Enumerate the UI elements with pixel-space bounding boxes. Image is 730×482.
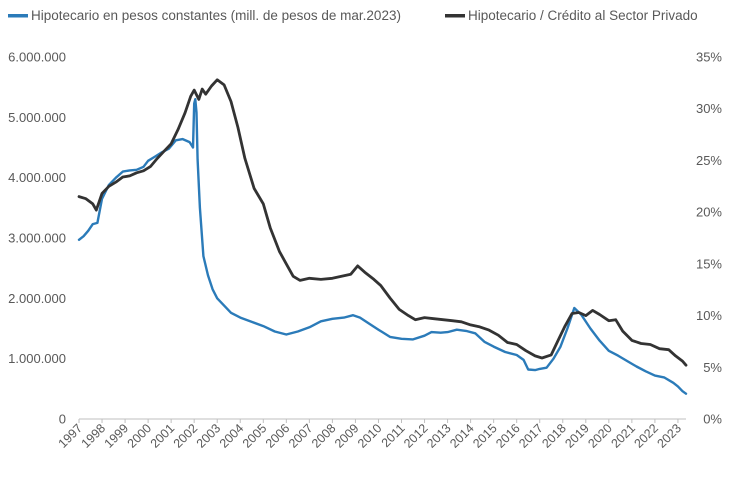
right-tick-label: 10% (696, 308, 722, 323)
x-tick-label: 2017 (516, 421, 546, 451)
left-tick-label: 2.000.000 (8, 291, 66, 306)
right-tick-label: 25% (696, 153, 722, 168)
x-tick-label: 2018 (539, 421, 569, 451)
x-tick-label: 2006 (263, 421, 293, 451)
right-tick-label: 0% (703, 412, 722, 427)
series-line-hipotecario-ratio (77, 78, 688, 367)
x-tick-label: 2023 (654, 421, 684, 451)
right-tick-label: 35% (696, 50, 722, 65)
x-tick-label: 2012 (401, 421, 431, 451)
x-tick-label: 2015 (470, 421, 500, 451)
legend: Hipotecario en pesos constantes (mill. d… (8, 8, 698, 23)
left-tick-label: 5.000.000 (8, 110, 66, 125)
legend-swatch-2 (445, 14, 465, 18)
x-tick-label: 2003 (194, 421, 224, 451)
x-tick-label: 2014 (447, 421, 477, 451)
left-tick-label: 6.000.000 (8, 50, 66, 65)
series-layer (77, 78, 688, 395)
left-tick-label: 4.000.000 (8, 170, 66, 185)
x-tick-label: 2010 (355, 421, 385, 451)
right-tick-label: 15% (696, 256, 722, 271)
x-tick-label: 2016 (493, 421, 523, 451)
x-tick-label: 2007 (286, 421, 316, 451)
legend-label-2: Hipotecario / Crédito al Sector Privado (468, 8, 698, 23)
right-tick-label: 20% (696, 205, 722, 220)
x-tick-label: 1999 (102, 421, 132, 451)
left-tick-label: 3.000.000 (8, 231, 66, 246)
x-axis: 1997199819992000200120022003200420052006… (56, 418, 686, 451)
x-tick-label: 2013 (424, 421, 454, 451)
x-tick-label: 2002 (171, 421, 201, 451)
x-tick-label: 2005 (240, 421, 270, 451)
x-tick-label: 2004 (217, 421, 247, 451)
left-tick-label: 1.000.000 (8, 351, 66, 366)
legend-label-1: Hipotecario en pesos constantes (mill. d… (31, 8, 401, 23)
x-tick-label: 2008 (309, 421, 339, 451)
right-tick-label: 30% (696, 101, 722, 116)
x-tick-label: 1998 (79, 421, 109, 451)
x-tick-label: 2021 (608, 421, 638, 451)
right-tick-label: 5% (703, 360, 722, 375)
x-tick-label: 2001 (148, 421, 178, 451)
x-tick-label: 2022 (631, 421, 661, 451)
x-tick-label: 2009 (332, 421, 362, 451)
left-y-axis: 0 1.000.000 2.000.000 3.000.000 4.000.000 5.0… (8, 50, 66, 427)
right-y-axis: 0% 5% 10% 15% 20% 25% 30% 35% (696, 50, 722, 427)
x-tick-label: 2020 (585, 421, 615, 451)
x-tick-label: 2019 (562, 421, 592, 451)
left-tick-label: 0 (59, 412, 66, 427)
legend-swatch-1 (8, 14, 28, 18)
x-tick-label: 2000 (125, 421, 155, 451)
x-tick-label: 2011 (379, 421, 408, 450)
